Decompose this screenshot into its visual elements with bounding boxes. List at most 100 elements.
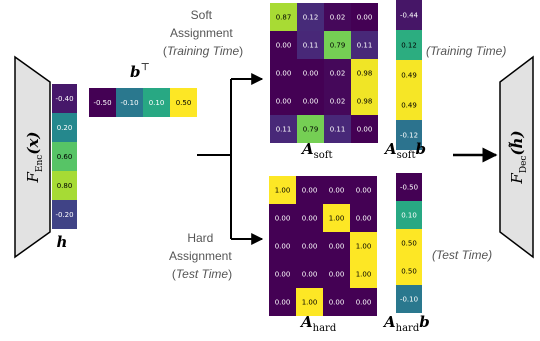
b-vector-cell-value: 0.50: [176, 99, 192, 107]
a-soft-cell: [351, 87, 378, 115]
a-soft-cell-value: 0.00: [276, 42, 292, 50]
h-vector-cell: [52, 113, 77, 142]
a-hard-cell: [269, 176, 296, 204]
h-vector-cell-value: 0.60: [57, 153, 73, 161]
a-hard-cell-value: 0.00: [302, 215, 318, 223]
a-hard-cell: [350, 288, 377, 316]
a-hard-b-cell: [396, 229, 422, 257]
a-hard-b-cell: [396, 285, 422, 313]
hard-label: Hard Assignment (Test Time): [169, 231, 235, 281]
a-soft-cell: [324, 87, 351, 115]
a-hard-cell: [323, 232, 350, 260]
test-time-label: (Test Time): [432, 248, 492, 262]
a-soft-cell-value: 0.98: [357, 98, 373, 106]
a-soft-cell: [297, 87, 324, 115]
a-hard-cell-value: 0.00: [302, 271, 318, 279]
a-soft-cell-value: 0.12: [303, 14, 319, 22]
a-soft-b-cell-value: -0.44: [400, 12, 419, 20]
a-hard-cell-value: 1.00: [275, 187, 291, 195]
a-hard-cell: [296, 260, 323, 288]
encoder-label: FEnc(x): [24, 132, 45, 184]
encoder-block: [14, 55, 51, 259]
h-vector-cell-value: -0.20: [55, 211, 73, 219]
a-soft-cell-value: 0.79: [330, 42, 346, 50]
a-soft-cell-value: 0.11: [357, 42, 373, 50]
a-soft-cell-value: 0.11: [276, 126, 292, 134]
a-hard-b-cell-value: -0.50: [400, 184, 418, 192]
a-soft-cell: [270, 87, 297, 115]
a-hard-cell-value: 0.00: [275, 243, 291, 251]
a-hard-b-cell-value: 0.50: [401, 240, 417, 248]
a-hard-cell-value: 0.00: [275, 215, 291, 223]
h-vector-cell: [52, 84, 77, 113]
a-soft-cell: [324, 31, 351, 59]
b-transpose-label: b⊤: [130, 62, 150, 81]
a-hard-cell-value: 1.00: [356, 243, 372, 251]
h-vector-cell-value: -0.40: [55, 95, 73, 103]
a-hard-cell: [323, 288, 350, 316]
a-soft-cell: [324, 3, 351, 31]
h-vector-cell: [52, 171, 77, 200]
a-soft-b-label: Asoftb: [383, 140, 426, 161]
h-vector-cell-value: 0.20: [57, 124, 73, 132]
a-soft-cell-value: 0.87: [276, 14, 292, 22]
a-hard-cell-value: 0.00: [329, 271, 345, 279]
b-vector-cell-value: -0.50: [93, 99, 111, 107]
a-soft-cell: [351, 59, 378, 87]
a-hard-cell: [350, 176, 377, 204]
a-soft-b-cell-value: 0.49: [401, 102, 417, 110]
a-hard-cell-value: 1.00: [302, 299, 318, 307]
a-hard-cell: [323, 204, 350, 232]
a-hard-b-cell-value: -0.10: [400, 296, 418, 304]
a-soft-b-cell: [396, 30, 422, 60]
a-soft-cell-value: 0.11: [330, 126, 346, 134]
soft-assignment-matrix: 0.87 0.12 0.02 0.00 0.00 0.11 0.79 0.11 0.00 0.00…: [270, 3, 378, 143]
a-soft-b-cell: [396, 120, 422, 150]
a-soft-cell-value: 0.00: [276, 98, 292, 106]
a-soft-b-cell: [396, 60, 422, 90]
a-soft-cell-value: 0.00: [357, 14, 373, 22]
a-soft-cell-value: 0.02: [330, 70, 346, 78]
b-transpose-vector: -0.50 -0.10 0.10 0.50: [89, 88, 197, 117]
a-soft-b-cell: [396, 90, 422, 120]
a-soft-cell-value: 0.02: [330, 98, 346, 106]
a-soft-cell: [270, 31, 297, 59]
b-vector-cell: [89, 88, 116, 117]
h-vector-cell: [52, 200, 77, 229]
h-vector-cell-value: 0.80: [57, 182, 73, 190]
b-vector-cell: [116, 88, 143, 117]
a-soft-cell-value: 0.79: [303, 126, 319, 134]
training-time-label: (Training Time): [426, 44, 506, 58]
a-soft-cell: [351, 115, 378, 143]
h-label: h: [57, 233, 68, 251]
a-hard-cell: [269, 204, 296, 232]
h-vector-cell: [52, 142, 77, 171]
a-soft-cell: [351, 3, 378, 31]
a-hard-cell-value: 0.00: [356, 215, 372, 223]
a-hard-cell: [296, 232, 323, 260]
a-hard-cell-value: 0.00: [275, 299, 291, 307]
a-soft-cell-value: 0.00: [357, 126, 373, 134]
a-soft-b-cell-value: -0.12: [400, 132, 418, 140]
a-hard-label: Ahard: [299, 313, 337, 334]
a-hard-b-cell: [396, 257, 422, 285]
a-hard-cell-value: 0.00: [275, 271, 291, 279]
a-soft-cell-value: 0.02: [330, 14, 346, 22]
a-hard-cell: [350, 260, 377, 288]
a-soft-cell: [297, 59, 324, 87]
b-vector-cell-value: 0.10: [149, 99, 165, 107]
a-hard-b-cell: [396, 173, 422, 201]
soft-label: Soft Assignment (Training Time): [163, 8, 243, 58]
a-hard-b-cell-value: 0.10: [401, 212, 417, 220]
a-hard-cell: [269, 232, 296, 260]
a-soft-cell-value: 0.00: [303, 98, 319, 106]
a-soft-cell: [324, 115, 351, 143]
a-soft-cell: [297, 115, 324, 143]
a-soft-cell-value: 0.11: [303, 42, 319, 50]
soft-assignment-product-vector: -0.44 0.12 0.49 0.49 -0.12: [396, 0, 422, 150]
hard-assignment-product-vector: -0.50 0.10 0.50 0.50 -0.10: [396, 173, 422, 313]
a-soft-b-cell-value: 0.12: [401, 42, 417, 50]
a-hard-b-label: Ahardb: [382, 313, 430, 334]
